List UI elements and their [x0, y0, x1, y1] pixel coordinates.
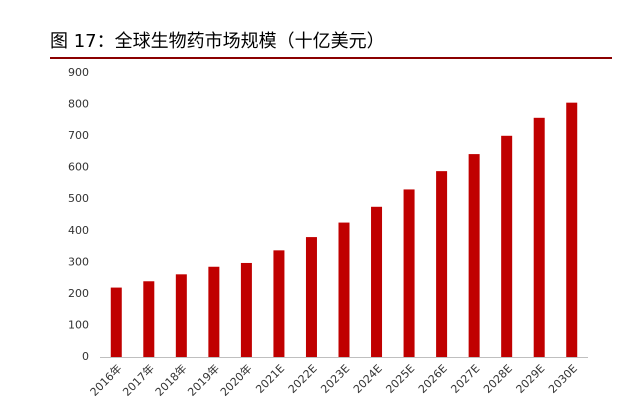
bar — [110, 287, 122, 357]
bar — [468, 154, 480, 357]
x-tick-label: 2019年 — [185, 361, 222, 398]
y-tick-label: 400 — [68, 224, 89, 237]
bar — [403, 189, 415, 357]
y-tick-label: 900 — [68, 66, 89, 79]
x-tick-label: 2024E — [351, 362, 385, 396]
y-tick-label: 800 — [68, 98, 89, 111]
x-tick-label: 2023E — [318, 362, 352, 396]
bar — [436, 171, 448, 357]
x-tick-label: 2017年 — [120, 361, 157, 398]
y-tick-label: 100 — [68, 318, 89, 331]
bar — [566, 102, 578, 357]
y-tick-label: 500 — [68, 192, 89, 205]
x-tick-label: 2030E — [546, 362, 580, 396]
x-tick-label: 2022E — [286, 362, 320, 396]
x-tick-label: 2016年 — [87, 361, 124, 398]
bar — [175, 274, 187, 357]
x-tick-label: 2026E — [416, 362, 450, 396]
x-tick-label: 2025E — [383, 362, 417, 396]
bar — [533, 117, 545, 357]
y-tick-label: 0 — [82, 350, 89, 363]
y-tick-label: 700 — [68, 129, 89, 142]
x-tick-label: 2029E — [514, 362, 548, 396]
chart-title: 图 17：全球生物药市场规模（十亿美元） — [50, 31, 385, 52]
bar — [208, 266, 220, 357]
bar — [240, 262, 252, 357]
x-tick-label: 2021E — [253, 362, 287, 396]
y-tick-label: 300 — [68, 255, 89, 268]
bar — [273, 250, 285, 357]
x-tick-label: 2020年 — [217, 361, 254, 398]
bar — [305, 237, 317, 357]
y-tick-label: 200 — [68, 287, 89, 300]
y-tick-label: 600 — [68, 161, 89, 174]
x-tick-label: 2018年 — [152, 361, 189, 398]
bar — [501, 135, 513, 357]
bar — [143, 281, 155, 357]
x-tick-label: 2027E — [448, 362, 482, 396]
bar — [371, 206, 383, 357]
x-tick-label: 2028E — [481, 362, 515, 396]
bar — [338, 222, 350, 357]
